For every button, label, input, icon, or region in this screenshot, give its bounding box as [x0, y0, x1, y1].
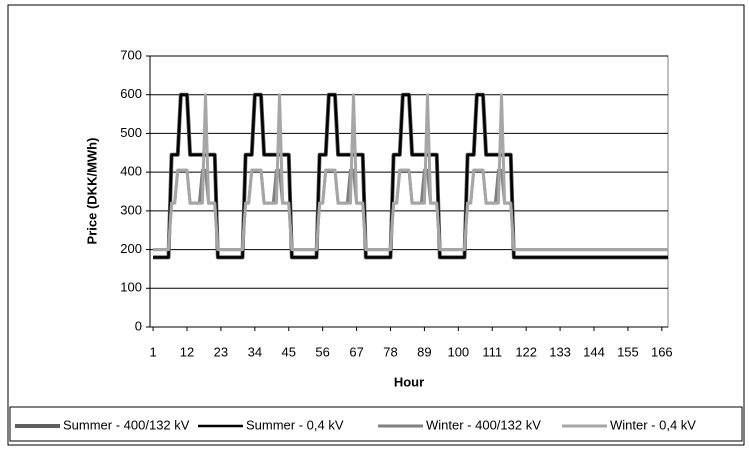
- legend-label: Summer - 400/132 kV: [63, 417, 190, 432]
- x-tick-label: 56: [315, 344, 329, 359]
- y-tick-label: 600: [120, 86, 142, 101]
- y-tick-label: 100: [120, 280, 142, 295]
- y-tick-label: 0: [135, 318, 142, 333]
- y-tick-label: 400: [120, 164, 142, 179]
- x-tick-label: 45: [282, 344, 296, 359]
- y-tick-label: 500: [120, 125, 142, 140]
- y-tick-label: 300: [120, 202, 142, 217]
- x-tick-label: 155: [617, 344, 639, 359]
- x-tick-label: 166: [651, 344, 673, 359]
- x-tick-label: 89: [417, 344, 431, 359]
- x-tick-label: 67: [349, 344, 363, 359]
- chart-frame: [7, 4, 745, 446]
- y-tick-label: 200: [120, 241, 142, 256]
- x-tick-label: 122: [515, 344, 537, 359]
- series-line: [153, 93, 668, 252]
- legend-box: [9, 406, 743, 442]
- y-tick-label: 700: [120, 47, 142, 62]
- x-tick-label: 12: [180, 344, 194, 359]
- x-tick-label: 133: [549, 344, 571, 359]
- x-tick-label: 1: [149, 344, 156, 359]
- legend-label: Winter - 400/132 kV: [426, 417, 541, 432]
- x-tick-label: 78: [383, 344, 397, 359]
- x-tick-label: 144: [583, 344, 605, 359]
- legend-label: Winter - 0,4 kV: [610, 417, 696, 432]
- series-line: [153, 93, 668, 259]
- x-tick-label: 100: [447, 344, 469, 359]
- x-axis-title: Hour: [394, 374, 424, 389]
- x-tick-label: 111: [482, 344, 502, 359]
- y-axis-title: Price (DKK/MWh): [84, 138, 99, 245]
- x-tick-label: 23: [214, 344, 228, 359]
- x-tick-label: 34: [248, 344, 262, 359]
- legend-label: Summer - 0,4 kV: [246, 417, 344, 432]
